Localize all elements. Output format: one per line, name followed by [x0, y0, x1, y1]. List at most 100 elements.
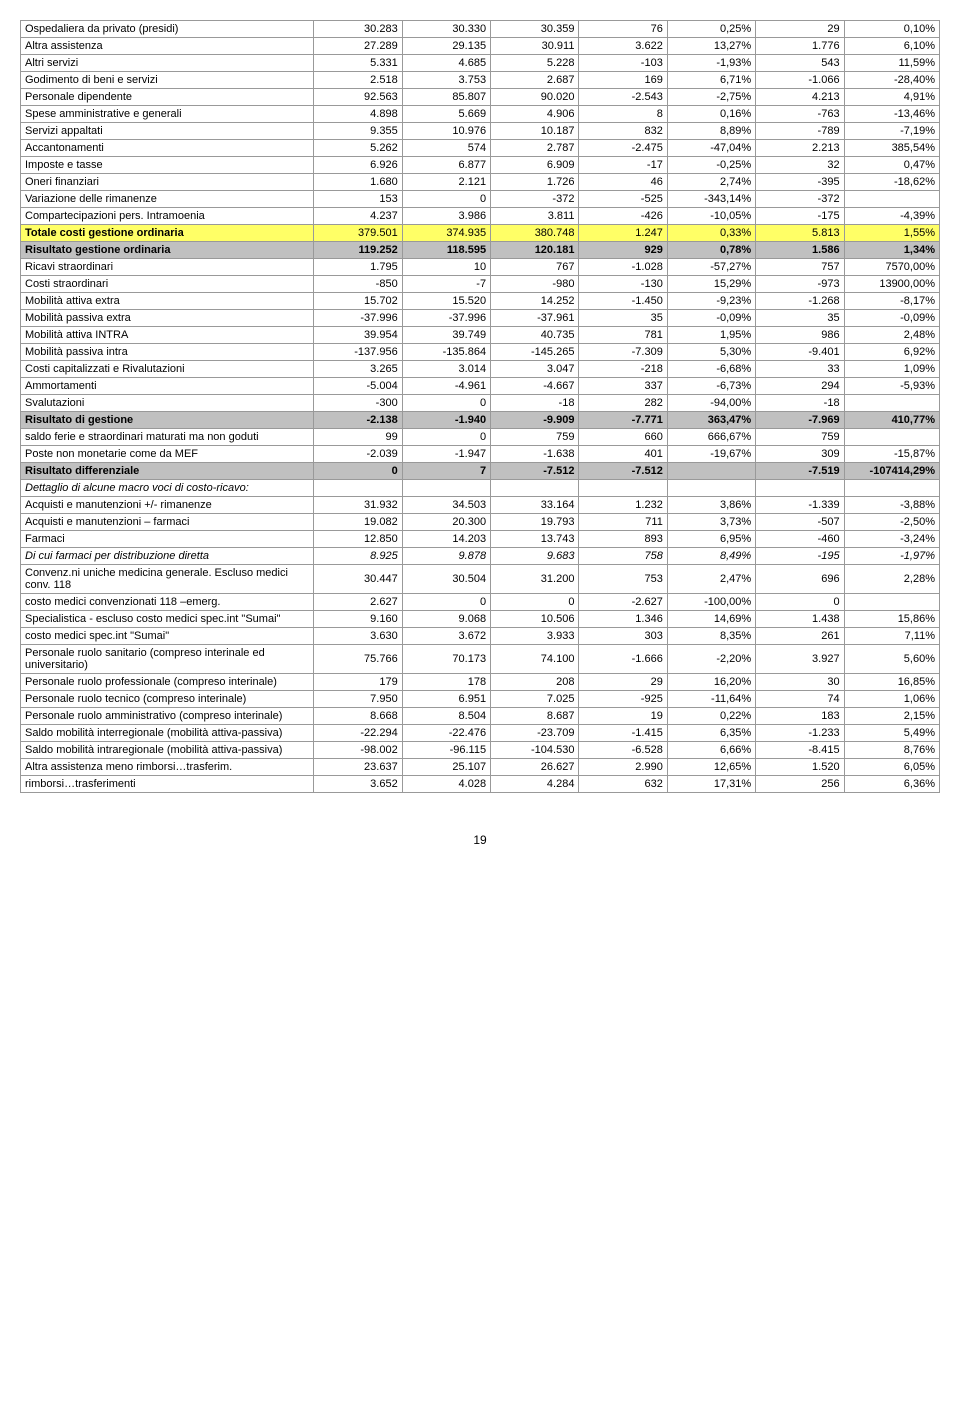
- cell-value: 3,86%: [667, 497, 755, 514]
- cell-value: 3.933: [491, 628, 579, 645]
- cell-value: 0: [314, 463, 402, 480]
- table-row: Spese amministrative e generali4.8985.66…: [21, 106, 940, 123]
- cell-value: 757: [756, 259, 844, 276]
- cell-value: 1.680: [314, 174, 402, 191]
- row-label: costo medici convenzionati 118 –emerg.: [21, 594, 314, 611]
- row-label: Farmaci: [21, 531, 314, 548]
- cell-value: 2.121: [402, 174, 490, 191]
- cell-value: -195: [756, 548, 844, 565]
- cell-value: 666,67%: [667, 429, 755, 446]
- cell-value: 1.520: [756, 759, 844, 776]
- table-row: Totale costi gestione ordinaria379.50137…: [21, 225, 940, 242]
- cell-value: [491, 480, 579, 497]
- cell-value: [756, 480, 844, 497]
- table-row: Risultato gestione ordinaria119.252118.5…: [21, 242, 940, 259]
- table-row: Compartecipazioni pers. Intramoenia4.237…: [21, 208, 940, 225]
- table-row: Mobilità attiva INTRA39.95439.74940.7357…: [21, 327, 940, 344]
- cell-value: 90.020: [491, 89, 579, 106]
- table-row: Accantonamenti5.2625742.787-2.475-47,04%…: [21, 140, 940, 157]
- cell-value: 7570,00%: [844, 259, 939, 276]
- cell-value: -28,40%: [844, 72, 939, 89]
- cell-value: 76: [579, 21, 667, 38]
- cell-value: -980: [491, 276, 579, 293]
- cell-value: -850: [314, 276, 402, 293]
- cell-value: [314, 480, 402, 497]
- cell-value: 30.504: [402, 565, 490, 594]
- cell-value: 15.702: [314, 293, 402, 310]
- cell-value: -1,97%: [844, 548, 939, 565]
- row-label: Imposte e tasse: [21, 157, 314, 174]
- row-label: Altri servizi: [21, 55, 314, 72]
- cell-value: -8.415: [756, 742, 844, 759]
- cell-value: -4.667: [491, 378, 579, 395]
- cell-value: 3.672: [402, 628, 490, 645]
- table-row: costo medici spec.int "Sumai"3.6303.6723…: [21, 628, 940, 645]
- cell-value: 8.504: [402, 708, 490, 725]
- row-label: costo medici spec.int "Sumai": [21, 628, 314, 645]
- cell-value: -107414,29%: [844, 463, 939, 480]
- cell-value: -507: [756, 514, 844, 531]
- cell-value: 9.068: [402, 611, 490, 628]
- cell-value: 208: [491, 674, 579, 691]
- cell-value: -10,05%: [667, 208, 755, 225]
- row-label: Costi capitalizzati e Rivalutazioni: [21, 361, 314, 378]
- row-label: Altra assistenza: [21, 38, 314, 55]
- cell-value: -11,64%: [667, 691, 755, 708]
- cell-value: 660: [579, 429, 667, 446]
- cell-value: -4.961: [402, 378, 490, 395]
- cell-value: 14,69%: [667, 611, 755, 628]
- row-label: Altra assistenza meno rimborsi…trasferim…: [21, 759, 314, 776]
- table-row: Altri servizi5.3314.6855.228-103-1,93%54…: [21, 55, 940, 72]
- cell-value: 20.300: [402, 514, 490, 531]
- cell-value: 153: [314, 191, 402, 208]
- cell-value: 12,65%: [667, 759, 755, 776]
- cell-value: -1.268: [756, 293, 844, 310]
- cell-value: 13900,00%: [844, 276, 939, 293]
- cell-value: -18: [491, 395, 579, 412]
- cell-value: 6,66%: [667, 742, 755, 759]
- cell-value: 29: [756, 21, 844, 38]
- cell-value: -7,19%: [844, 123, 939, 140]
- cell-value: -1.339: [756, 497, 844, 514]
- cell-value: -460: [756, 531, 844, 548]
- cell-value: -6,68%: [667, 361, 755, 378]
- cell-value: 4.284: [491, 776, 579, 793]
- cell-value: 120.181: [491, 242, 579, 259]
- cell-value: -1.415: [579, 725, 667, 742]
- cell-value: -57,27%: [667, 259, 755, 276]
- table-row: Costi capitalizzati e Rivalutazioni3.265…: [21, 361, 940, 378]
- cell-value: 19.793: [491, 514, 579, 531]
- cell-value: 8.668: [314, 708, 402, 725]
- cell-value: 74: [756, 691, 844, 708]
- row-label: Di cui farmaci per distribuzione diretta: [21, 548, 314, 565]
- cell-value: -2.627: [579, 594, 667, 611]
- cell-value: 9.355: [314, 123, 402, 140]
- cell-value: 1.346: [579, 611, 667, 628]
- cell-value: 5.813: [756, 225, 844, 242]
- row-label: Specialistica - escluso costo medici spe…: [21, 611, 314, 628]
- cell-value: -96.115: [402, 742, 490, 759]
- cell-value: 410,77%: [844, 412, 939, 429]
- cell-value: [667, 480, 755, 497]
- cell-value: -1.028: [579, 259, 667, 276]
- cell-value: -1.940: [402, 412, 490, 429]
- cell-value: 385,54%: [844, 140, 939, 157]
- cell-value: 4.237: [314, 208, 402, 225]
- row-label: Oneri finanziari: [21, 174, 314, 191]
- row-label: Mobilità attiva extra: [21, 293, 314, 310]
- cell-value: -343,14%: [667, 191, 755, 208]
- cell-value: 19.082: [314, 514, 402, 531]
- cell-value: -9,23%: [667, 293, 755, 310]
- cell-value: 3.811: [491, 208, 579, 225]
- row-label: Risultato differenziale: [21, 463, 314, 480]
- cell-value: -98.002: [314, 742, 402, 759]
- cell-value: 893: [579, 531, 667, 548]
- cell-value: -15,87%: [844, 446, 939, 463]
- cell-value: -2.475: [579, 140, 667, 157]
- cell-value: 0,33%: [667, 225, 755, 242]
- cell-value: -22.476: [402, 725, 490, 742]
- cell-value: 3.986: [402, 208, 490, 225]
- cell-value: 92.563: [314, 89, 402, 106]
- cell-value: 8,89%: [667, 123, 755, 140]
- table-row: Farmaci12.85014.20313.7438936,95%-460-3,…: [21, 531, 940, 548]
